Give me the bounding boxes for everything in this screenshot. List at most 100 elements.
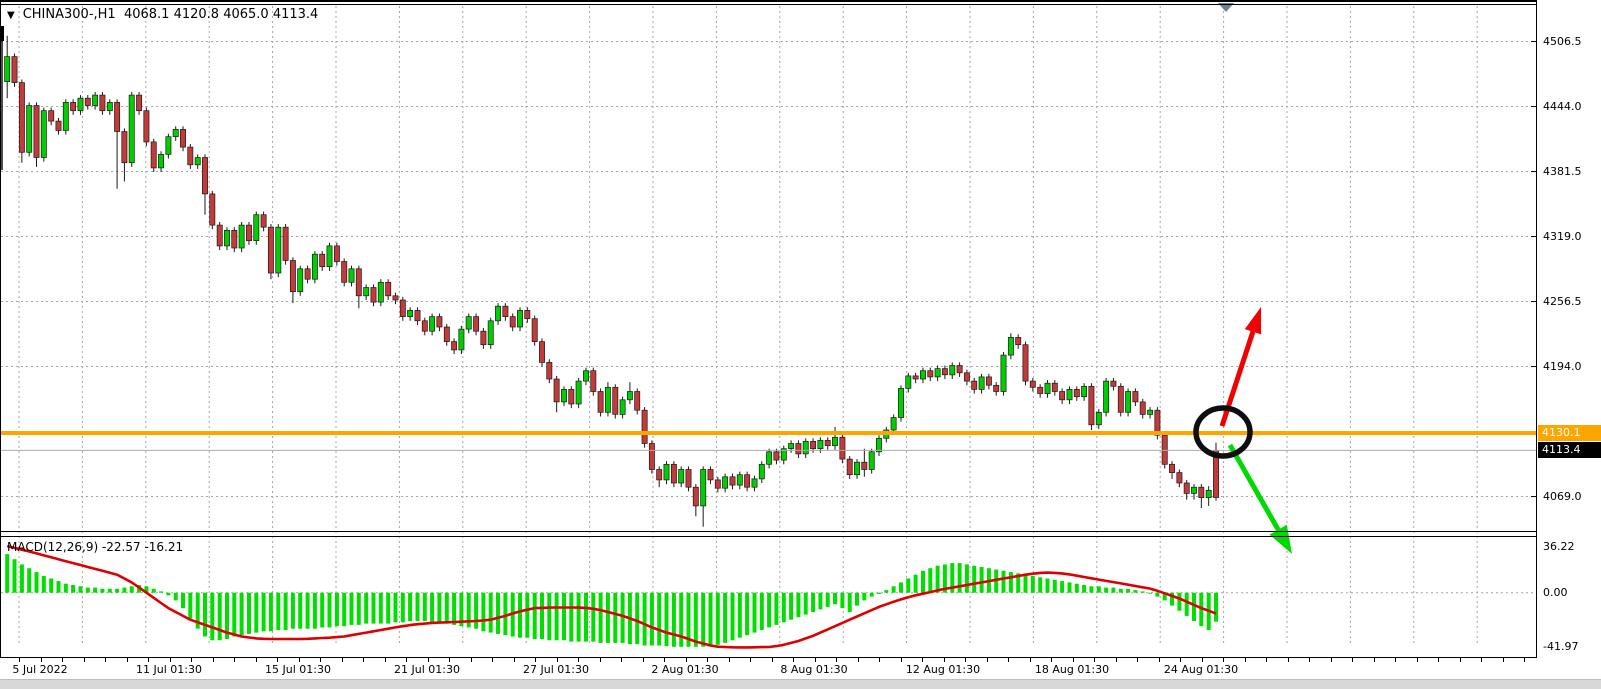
title-ohlc-values: 4068.1 4120.8 4065.0 4113.4 (123, 7, 319, 22)
time-axis-tick (1373, 658, 1375, 662)
time-axis-tick (1416, 658, 1418, 662)
time-axis-tick (1180, 658, 1181, 662)
time-axis-label: 12 Aug 01:30 (905, 663, 981, 676)
time-axis-tick (1481, 658, 1482, 662)
bar-position-marker-icon[interactable] (1218, 3, 1234, 12)
time-axis-tick (83, 658, 85, 662)
time-axis-tick (814, 658, 816, 662)
time-axis-tick (1352, 658, 1353, 662)
time-axis-tick (169, 658, 171, 662)
time-axis-tick (793, 658, 794, 662)
time-axis-tick (255, 658, 257, 662)
price-axis-label: 4444.0 (1543, 100, 1582, 114)
time-axis-tick (1438, 658, 1439, 662)
time-axis-tick (1008, 658, 1009, 662)
panel-separator-line-2 (0, 536, 1537, 537)
time-axis-tick (685, 658, 687, 662)
macd-axis-label: -41.97 (1543, 640, 1579, 654)
time-axis-line (0, 657, 1601, 658)
time-axis-label: 8 Aug 01:30 (780, 663, 848, 676)
time-axis-tick (62, 658, 63, 662)
time-axis-tick (879, 658, 880, 662)
time-axis-tick (1029, 658, 1031, 662)
time-axis-tick (1287, 658, 1289, 662)
time-axis-tick (1309, 658, 1310, 662)
time-axis-tick (1094, 658, 1095, 662)
time-axis-tick (922, 658, 923, 662)
time-axis-tick (621, 658, 622, 662)
time-axis-tick (1158, 658, 1160, 662)
time-axis-tick (384, 658, 386, 662)
time-axis-tick (1395, 658, 1396, 662)
price-axis-label: 4069.0 (1543, 490, 1582, 504)
time-axis-tick (126, 658, 128, 662)
time-axis-tick (556, 658, 558, 662)
time-axis-tick (19, 658, 20, 662)
time-axis-label: 2 Aug 01:30 (651, 663, 719, 676)
time-axis-tick (986, 658, 988, 662)
time-axis-tick (298, 658, 300, 662)
macd-indicator-label: MACD(12,26,9) -22.57 -16.21 (7, 540, 184, 554)
time-axis-tick (1244, 658, 1246, 662)
time-axis-tick (857, 658, 859, 662)
top-border-inner (0, 4, 1601, 5)
time-axis-tick (535, 658, 536, 662)
time-axis-label: 24 Aug 01:30 (1163, 663, 1239, 676)
time-axis-tick (341, 658, 343, 662)
highlight-circle-annotation[interactable] (1193, 405, 1253, 459)
time-axis-tick (427, 658, 429, 662)
left-border (0, 0, 1, 658)
time-axis-tick (664, 658, 665, 662)
green-down-arrow-annotation[interactable] (1227, 443, 1292, 554)
time-axis-tick (1201, 658, 1203, 662)
time-axis-tick (148, 658, 149, 662)
time-axis-tick (900, 658, 902, 662)
time-axis-tick (707, 658, 708, 662)
symbol-dropdown-icon[interactable]: ▼ (7, 10, 15, 21)
time-axis-tick (965, 658, 966, 662)
level-price-badge: 4130.1 (1538, 425, 1601, 441)
macd-histogram (5, 554, 1218, 647)
time-axis-tick (771, 658, 773, 662)
main-chart-canvas[interactable] (0, 0, 1536, 658)
time-axis-tick (277, 658, 278, 662)
price-axis-label: 4319.0 (1543, 230, 1582, 244)
macd-axis-label: 36.22 (1543, 539, 1575, 553)
time-axis-tick (513, 658, 515, 662)
title-symbol-period: CHINA300-,H1 (22, 7, 116, 22)
time-axis-tick (1266, 658, 1267, 662)
top-border (0, 0, 1601, 2)
time-axis-tick (642, 658, 644, 662)
price-axis-label: 4256.5 (1543, 295, 1582, 309)
time-axis-tick (943, 658, 945, 662)
time-axis-tick (1072, 658, 1074, 662)
time-axis-label: 27 Jul 01:30 (523, 663, 589, 676)
price-axis-label: 4194.0 (1543, 360, 1582, 374)
time-axis-tick (320, 658, 321, 662)
time-axis-tick (1330, 658, 1332, 662)
time-axis-tick (1137, 658, 1138, 662)
time-axis-tick (406, 658, 407, 662)
time-axis-tick (470, 658, 472, 662)
time-axis-tick (1502, 658, 1504, 662)
price-axis-label: 4381.5 (1543, 165, 1582, 179)
time-axis-label: 21 Jul 01:30 (394, 663, 460, 676)
time-axis-tick (212, 658, 214, 662)
chart-title: ▼ CHINA300-,H1 4068.1 4120.8 4065.0 4113.… (7, 7, 318, 22)
panel-separator-line-1 (0, 531, 1537, 532)
candlestick-series (4, 35, 1219, 527)
bottom-scrollbar-strip[interactable] (0, 679, 1601, 689)
price-axis-label: 4506.5 (1543, 35, 1582, 49)
price-axis[interactable]: 4130.1 4113.4 4506.5 4444.0 4381.5 4319.0 42… (1537, 0, 1601, 658)
time-axis-tick (1115, 658, 1117, 662)
time-axis-tick (728, 658, 730, 662)
time-axis-tick (1051, 658, 1052, 662)
macd-axis-label: 0.00 (1543, 586, 1568, 600)
time-axis[interactable]: 5 Jul 2022 11 Jul 01:30 15 Jul 01:30 21 Jul… (0, 658, 1601, 679)
time-axis-tick (40, 658, 42, 662)
time-axis-tick (750, 658, 751, 662)
time-axis-tick (191, 658, 192, 662)
time-axis-label: 11 Jul 01:30 (136, 663, 202, 676)
time-axis-tick (363, 658, 364, 662)
